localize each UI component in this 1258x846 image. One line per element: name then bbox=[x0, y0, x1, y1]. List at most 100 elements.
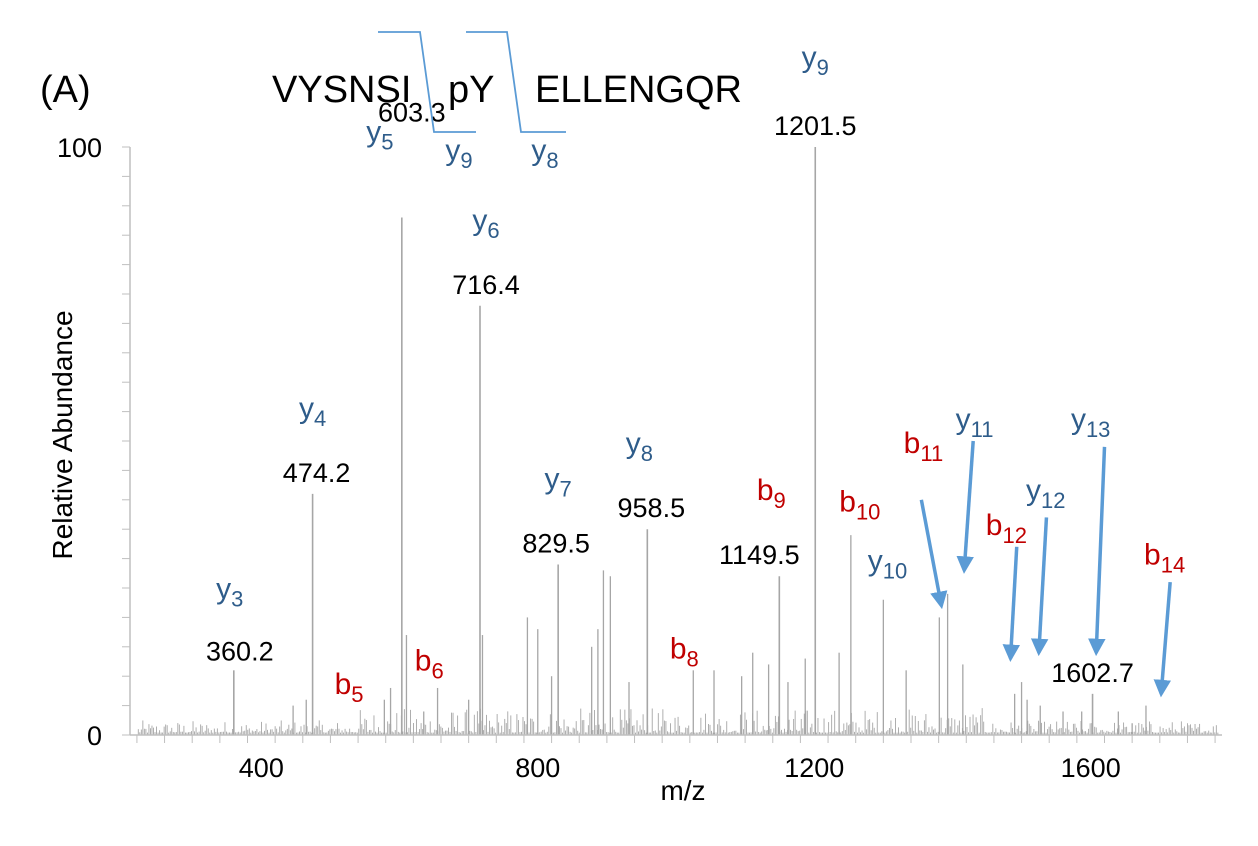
ion-label-b12: b12 bbox=[986, 509, 1027, 548]
peak-ion-label-letter: y bbox=[366, 116, 381, 149]
peak-mz-label: 360.2 bbox=[206, 636, 274, 666]
noise-peaks-layer bbox=[137, 708, 1219, 735]
x-tick-label: 800 bbox=[515, 753, 560, 783]
cleavage-label-1: y9 bbox=[445, 134, 472, 173]
peak-ion-label-letter: y bbox=[626, 427, 641, 460]
peak-ion-label-subscript: 7 bbox=[560, 476, 572, 501]
peak-mz-label: 603.3 bbox=[378, 98, 446, 128]
annotation-layer: y3360.2y4474.2y5603.3y6716.4y7829.5y8958… bbox=[206, 41, 1185, 707]
peak-ion-label: y4 bbox=[299, 392, 326, 431]
x-tick-label: 400 bbox=[239, 753, 284, 783]
arrow-to-y12 bbox=[1030, 517, 1049, 657]
peak-ion-label-letter: y bbox=[299, 392, 314, 425]
peak-ion-label-subscript: 6 bbox=[487, 218, 499, 243]
ion-label-b8-subscript: 8 bbox=[687, 647, 699, 672]
peaks-layer bbox=[233, 147, 1147, 735]
arrow-to-b14 bbox=[1153, 581, 1172, 698]
peptide-segment: VYSNSI bbox=[272, 69, 411, 111]
arrow-to-y13 bbox=[1088, 446, 1107, 657]
cleavage-bracket-2 bbox=[466, 31, 566, 133]
ion-label-b10-subscript: 10 bbox=[856, 500, 880, 525]
ion-label-b14-subscript: 14 bbox=[1161, 552, 1185, 577]
cleavage-label-2-letter: y bbox=[531, 134, 546, 167]
peak-mz-label: 716.4 bbox=[452, 270, 520, 300]
y-axis-title: Relative Abundance bbox=[47, 310, 78, 559]
cleavage-label-1-letter: y bbox=[445, 134, 460, 167]
ion-label-b10: b10 bbox=[839, 486, 880, 525]
ion-label-b8: b8 bbox=[670, 633, 699, 672]
cleavage-bracket-1 bbox=[378, 31, 476, 133]
peak-ion-label: y8 bbox=[626, 427, 653, 466]
ion-label-b8-letter: b bbox=[670, 633, 687, 666]
peak-ion-label-subscript: 4 bbox=[314, 406, 326, 431]
peak-ion-label-letter: y bbox=[216, 572, 231, 605]
ion-label-b5-letter: b bbox=[335, 668, 352, 701]
arrow-to-b11 bbox=[919, 499, 948, 610]
ion-label-y10-subscript: 10 bbox=[883, 558, 907, 583]
ion-label-b11-subscript: 11 bbox=[920, 441, 943, 466]
peptide-segment: ELLENGQR bbox=[535, 69, 742, 111]
ion-label-b12-subscript: 12 bbox=[1002, 523, 1026, 548]
peak-ion-label: y3 bbox=[216, 572, 243, 611]
cleavage-label-1-subscript: 9 bbox=[460, 148, 472, 173]
arrows-layer bbox=[919, 440, 1172, 698]
ion-label-y13: y13 bbox=[1071, 403, 1110, 442]
ion-label-y13-letter: y bbox=[1071, 403, 1086, 436]
ion-label-y11: y11 bbox=[956, 403, 994, 442]
peak-ion-label: y5 bbox=[366, 116, 393, 155]
arrow-to-b12 bbox=[1002, 546, 1021, 663]
x-axis-title: m/z bbox=[660, 775, 705, 806]
peak-ion-label-subscript: 9 bbox=[817, 55, 829, 80]
peak-ion-label: y9 bbox=[802, 41, 829, 80]
peak-ion-label-letter: y bbox=[802, 41, 817, 74]
peak-mz-label: 474.2 bbox=[283, 458, 351, 488]
ion-label-b11-letter: b bbox=[904, 427, 921, 460]
ion-label-y12: y12 bbox=[1026, 474, 1065, 513]
x-tick-label: 1200 bbox=[784, 753, 844, 783]
ion-label-b11: b11 bbox=[904, 427, 944, 466]
ion-label-y10-letter: y bbox=[868, 544, 883, 577]
peak-ion-label-subscript: 3 bbox=[231, 586, 243, 611]
ion-label-y13-subscript: 13 bbox=[1086, 417, 1110, 442]
y-tick-label: 100 bbox=[57, 133, 102, 163]
arrow-to-y11 bbox=[956, 440, 975, 574]
peak-ion-label-subscript: 8 bbox=[641, 441, 653, 466]
ion-label-b5-subscript: 5 bbox=[351, 682, 363, 707]
panel-label: (A) bbox=[40, 69, 91, 111]
ion-label-b6-letter: b bbox=[415, 644, 432, 677]
ion-label-y11-subscript: 11 bbox=[971, 417, 994, 442]
ion-label-b12-letter: b bbox=[986, 509, 1003, 542]
peak-ion-label-letter: b bbox=[757, 474, 774, 507]
peak-ion-label-subscript: 5 bbox=[381, 130, 393, 155]
ion-label-b6-subscript: 6 bbox=[431, 658, 443, 683]
ion-label-y12-letter: y bbox=[1026, 474, 1041, 507]
cleavage-label-2: y8 bbox=[531, 134, 558, 173]
y-tick-label: 0 bbox=[87, 721, 102, 751]
peak-ion-label: b9 bbox=[757, 474, 786, 513]
ion-label-b14: b14 bbox=[1144, 538, 1185, 577]
cleavage-label-2-subscript: 8 bbox=[546, 148, 558, 173]
ion-label-y12-subscript: 12 bbox=[1041, 488, 1065, 513]
peak-ion-label-subscript: 9 bbox=[774, 488, 786, 513]
peak-ion-label-letter: y bbox=[472, 204, 487, 237]
ion-label-b6: b6 bbox=[415, 644, 444, 683]
peak-mz-label: 1149.5 bbox=[719, 540, 800, 570]
ion-label-y11-letter: y bbox=[956, 403, 971, 436]
ion-label-b14-letter: b bbox=[1144, 538, 1161, 571]
ticks-layer: 0 100 400 800 1200 1600 bbox=[57, 133, 1216, 783]
peak-ion-label-letter: y bbox=[545, 462, 560, 495]
peak-mz-label: 1201.5 bbox=[774, 111, 857, 141]
peak-ion-label: y7 bbox=[545, 462, 572, 501]
ion-label-b5: b5 bbox=[335, 668, 364, 707]
ion-label-b10-letter: b bbox=[839, 486, 856, 519]
peak-mz-label: 1602.7 bbox=[1051, 658, 1134, 688]
peptide-segment: pY bbox=[448, 69, 494, 111]
ion-label-y10: y10 bbox=[868, 544, 907, 583]
peak-mz-label: 829.5 bbox=[522, 528, 590, 558]
x-tick-label: 1600 bbox=[1061, 753, 1121, 783]
peak-ion-label: y6 bbox=[472, 204, 499, 243]
peak-mz-label: 958.5 bbox=[618, 493, 686, 523]
